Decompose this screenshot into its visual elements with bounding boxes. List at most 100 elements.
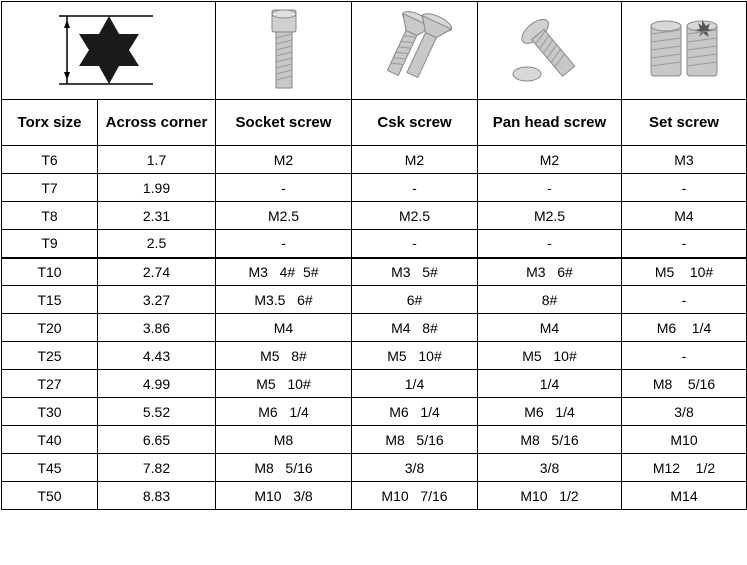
csk-screw-icon <box>375 6 455 95</box>
cell-set: - <box>622 230 747 258</box>
cell-set: M12 1/2 <box>622 454 747 482</box>
csk-screw-icon-cell <box>352 2 478 100</box>
cell-socket: M4 <box>216 314 352 342</box>
column-header-row: Torx size Across corner Socket screw Csk… <box>2 100 747 146</box>
cell-csk: 3/8 <box>352 454 478 482</box>
cell-pan: M8 5/16 <box>478 426 622 454</box>
header-across-corner: Across corner <box>98 100 216 146</box>
cell-set: M8 5/16 <box>622 370 747 398</box>
table-body: Torx size Across corner Socket screw Csk… <box>2 2 747 510</box>
cell-csk: M2.5 <box>352 202 478 230</box>
cell-csk: M3 5# <box>352 258 478 286</box>
cell-socket: M5 10# <box>216 370 352 398</box>
cell-set: 3/8 <box>622 398 747 426</box>
cell-torx: T20 <box>2 314 98 342</box>
cell-set: M6 1/4 <box>622 314 747 342</box>
set-screw-icon <box>639 6 729 95</box>
cell-pan: M10 1/2 <box>478 482 622 510</box>
cell-across: 2.74 <box>98 258 216 286</box>
cell-set: M10 <box>622 426 747 454</box>
cell-pan: M6 1/4 <box>478 398 622 426</box>
cell-socket: M2 <box>216 146 352 174</box>
cell-socket: M8 5/16 <box>216 454 352 482</box>
cell-socket: M5 8# <box>216 342 352 370</box>
header-pan-head-screw: Pan head screw <box>478 100 622 146</box>
cell-across: 4.43 <box>98 342 216 370</box>
cell-torx: T7 <box>2 174 98 202</box>
table-row: T61.7M2M2M2M3 <box>2 146 747 174</box>
cell-socket: M10 3/8 <box>216 482 352 510</box>
cell-socket: M8 <box>216 426 352 454</box>
cell-across: 3.27 <box>98 286 216 314</box>
cell-torx: T50 <box>2 482 98 510</box>
cell-pan: 1/4 <box>478 370 622 398</box>
cell-pan: - <box>478 174 622 202</box>
cell-torx: T10 <box>2 258 98 286</box>
cell-csk: M8 5/16 <box>352 426 478 454</box>
cell-pan: M2 <box>478 146 622 174</box>
socket-screw-icon <box>254 6 314 95</box>
socket-screw-icon-cell <box>216 2 352 100</box>
cell-socket: M2.5 <box>216 202 352 230</box>
cell-socket: M3 4# 5# <box>216 258 352 286</box>
cell-csk: M10 7/16 <box>352 482 478 510</box>
cell-torx: T30 <box>2 398 98 426</box>
cell-socket: - <box>216 230 352 258</box>
cell-csk: M6 1/4 <box>352 398 478 426</box>
cell-torx: T45 <box>2 454 98 482</box>
image-header-row <box>2 2 747 100</box>
cell-csk: - <box>352 174 478 202</box>
cell-pan: 8# <box>478 286 622 314</box>
cell-set: M14 <box>622 482 747 510</box>
cell-pan: M5 10# <box>478 342 622 370</box>
cell-csk: M5 10# <box>352 342 478 370</box>
cell-across: 2.31 <box>98 202 216 230</box>
pan-head-screw-icon-cell <box>478 2 622 100</box>
cell-pan: M3 6# <box>478 258 622 286</box>
torx-size-table: Torx size Across corner Socket screw Csk… <box>1 1 747 510</box>
header-socket-screw: Socket screw <box>216 100 352 146</box>
cell-torx: T15 <box>2 286 98 314</box>
cell-across: 8.83 <box>98 482 216 510</box>
cell-torx: T9 <box>2 230 98 258</box>
cell-socket: - <box>216 174 352 202</box>
table-row: T82.31M2.5M2.5M2.5M4 <box>2 202 747 230</box>
cell-set: - <box>622 342 747 370</box>
cell-set: - <box>622 174 747 202</box>
cell-torx: T40 <box>2 426 98 454</box>
cell-pan: M2.5 <box>478 202 622 230</box>
torx-star-icon <box>49 10 169 91</box>
cell-across: 6.65 <box>98 426 216 454</box>
cell-csk: - <box>352 230 478 258</box>
header-set-screw: Set screw <box>622 100 747 146</box>
cell-pan: M4 <box>478 314 622 342</box>
cell-across: 1.99 <box>98 174 216 202</box>
table-row: T71.99---- <box>2 174 747 202</box>
cell-csk: 6# <box>352 286 478 314</box>
cell-torx: T8 <box>2 202 98 230</box>
cell-csk: M2 <box>352 146 478 174</box>
cell-pan: 3/8 <box>478 454 622 482</box>
table-row: T274.99M5 10#1/41/4M8 5/16 <box>2 370 747 398</box>
header-csk-screw: Csk screw <box>352 100 478 146</box>
cell-set: M5 10# <box>622 258 747 286</box>
table-row: T305.52M6 1/4M6 1/4M6 1/43/8 <box>2 398 747 426</box>
pan-head-screw-icon <box>505 6 595 95</box>
set-screw-icon-cell <box>622 2 747 100</box>
cell-across: 4.99 <box>98 370 216 398</box>
cell-csk: M4 8# <box>352 314 478 342</box>
table-row: T406.65M8M8 5/16M8 5/16M10 <box>2 426 747 454</box>
cell-socket: M6 1/4 <box>216 398 352 426</box>
table-row: T254.43M5 8#M5 10#M5 10#- <box>2 342 747 370</box>
cell-torx: T27 <box>2 370 98 398</box>
cell-set: M3 <box>622 146 747 174</box>
cell-torx: T25 <box>2 342 98 370</box>
header-torx-size: Torx size <box>2 100 98 146</box>
table-row: T457.82M8 5/163/83/8M12 1/2 <box>2 454 747 482</box>
cell-across: 1.7 <box>98 146 216 174</box>
cell-set: M4 <box>622 202 747 230</box>
cell-set: - <box>622 286 747 314</box>
torx-icon-cell <box>2 2 216 100</box>
table-row: T203.86M4M4 8#M4M6 1/4 <box>2 314 747 342</box>
cell-across: 5.52 <box>98 398 216 426</box>
